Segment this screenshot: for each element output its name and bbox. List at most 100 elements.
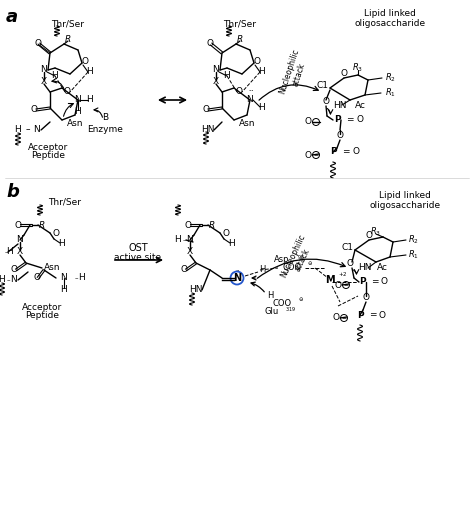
- Text: H: H: [0, 276, 5, 285]
- Text: $R_3$: $R_3$: [353, 62, 364, 74]
- Text: O: O: [236, 87, 243, 96]
- Text: N: N: [74, 96, 82, 105]
- Text: H: H: [74, 107, 82, 116]
- Text: Peptide: Peptide: [25, 312, 59, 321]
- Text: –: –: [4, 249, 8, 255]
- Text: =: =: [346, 115, 354, 124]
- Text: $R_1$: $R_1$: [408, 249, 419, 261]
- Text: Peptide: Peptide: [31, 151, 65, 160]
- Text: H: H: [15, 125, 21, 134]
- Text: O: O: [53, 229, 60, 238]
- Text: R: R: [65, 34, 71, 43]
- Text: B: B: [102, 114, 108, 123]
- Text: oligosaccharide: oligosaccharide: [369, 200, 440, 209]
- Text: C1: C1: [317, 80, 329, 89]
- Text: O: O: [64, 87, 71, 96]
- Text: Ac: Ac: [355, 101, 365, 110]
- Text: Enzyme: Enzyme: [87, 125, 123, 134]
- Text: H: H: [59, 239, 65, 248]
- Text: =: =: [369, 311, 377, 320]
- Text: Glu: Glu: [265, 307, 279, 316]
- Text: H: H: [259, 266, 265, 275]
- Text: $R_3$: $R_3$: [371, 226, 382, 238]
- Text: O: O: [15, 221, 21, 230]
- Text: N: N: [10, 276, 18, 285]
- Text: O: O: [181, 266, 188, 275]
- Text: $R_2$: $R_2$: [408, 234, 419, 247]
- Text: $^{\ominus}$: $^{\ominus}$: [298, 296, 304, 306]
- Text: ¨: ¨: [235, 271, 239, 277]
- Text: O: O: [353, 148, 359, 157]
- Text: O: O: [10, 266, 18, 275]
- Text: Asp: Asp: [274, 256, 290, 264]
- Text: N: N: [34, 125, 40, 134]
- Text: P: P: [334, 115, 340, 124]
- Text: O: O: [363, 294, 370, 303]
- Text: H: H: [259, 68, 265, 77]
- Text: O: O: [222, 229, 229, 238]
- Text: N: N: [213, 66, 219, 75]
- Text: X: X: [187, 248, 193, 257]
- Text: –: –: [6, 277, 10, 283]
- Text: Acceptor: Acceptor: [22, 304, 62, 313]
- Text: Thr/Ser: Thr/Ser: [224, 20, 256, 29]
- Text: –: –: [26, 125, 30, 134]
- Text: H: H: [52, 71, 58, 80]
- Text: HN: HN: [189, 286, 203, 295]
- Text: –: –: [74, 275, 78, 281]
- Text: $R_2$: $R_2$: [385, 72, 396, 84]
- Text: HN: HN: [201, 125, 215, 134]
- Text: HN: HN: [358, 263, 372, 272]
- Text: O: O: [254, 58, 261, 67]
- Text: O: O: [365, 232, 373, 241]
- Text: O: O: [381, 278, 388, 287]
- Text: H: H: [87, 96, 93, 105]
- Text: OST: OST: [128, 243, 148, 253]
- Text: X: X: [17, 248, 23, 257]
- Text: −: −: [343, 282, 348, 287]
- Text: a: a: [6, 8, 18, 26]
- Text: =: =: [371, 278, 379, 287]
- Text: Nucleophilic
attack: Nucleophilic attack: [278, 48, 310, 98]
- Text: active site: active site: [114, 252, 162, 261]
- Text: $^{319}$: $^{319}$: [285, 306, 296, 312]
- Text: O: O: [30, 105, 37, 114]
- Text: $^{96}$: $^{96}$: [297, 254, 305, 260]
- Text: O: O: [202, 105, 210, 114]
- Text: −: −: [313, 120, 319, 124]
- Text: $^{\ominus}$: $^{\ominus}$: [307, 260, 313, 269]
- Text: P: P: [357, 311, 363, 320]
- Text: X: X: [213, 78, 219, 87]
- Text: H: H: [79, 273, 85, 282]
- Text: COO: COO: [273, 299, 292, 308]
- Text: O: O: [335, 280, 341, 289]
- Text: COO: COO: [283, 263, 301, 272]
- Text: X: X: [41, 78, 47, 87]
- Text: R: R: [209, 221, 215, 230]
- Text: O: O: [207, 40, 213, 49]
- Text: O: O: [82, 58, 89, 67]
- Text: R: R: [237, 34, 243, 43]
- Text: O: O: [340, 69, 347, 78]
- Text: $R_1$: $R_1$: [385, 87, 396, 99]
- Text: Asn: Asn: [67, 118, 83, 127]
- Text: R: R: [39, 221, 45, 230]
- Text: –: –: [182, 237, 186, 243]
- Text: H: H: [7, 248, 13, 257]
- Text: Nucleophilic
attack: Nucleophilic attack: [279, 233, 317, 284]
- Text: −: −: [313, 152, 319, 158]
- Text: Lipid linked: Lipid linked: [379, 191, 431, 200]
- Text: N: N: [233, 273, 241, 283]
- Text: O: O: [346, 260, 354, 269]
- Text: O: O: [35, 40, 42, 49]
- Text: $^{+2}$: $^{+2}$: [338, 271, 347, 280]
- Text: O: O: [356, 115, 364, 124]
- Text: O: O: [332, 314, 339, 323]
- Text: H: H: [259, 104, 265, 113]
- Text: −: −: [341, 315, 346, 321]
- Text: H: H: [267, 291, 273, 300]
- Text: P: P: [359, 278, 365, 287]
- Text: H: H: [87, 68, 93, 77]
- Text: O: O: [337, 132, 344, 141]
- Text: N: N: [17, 235, 23, 244]
